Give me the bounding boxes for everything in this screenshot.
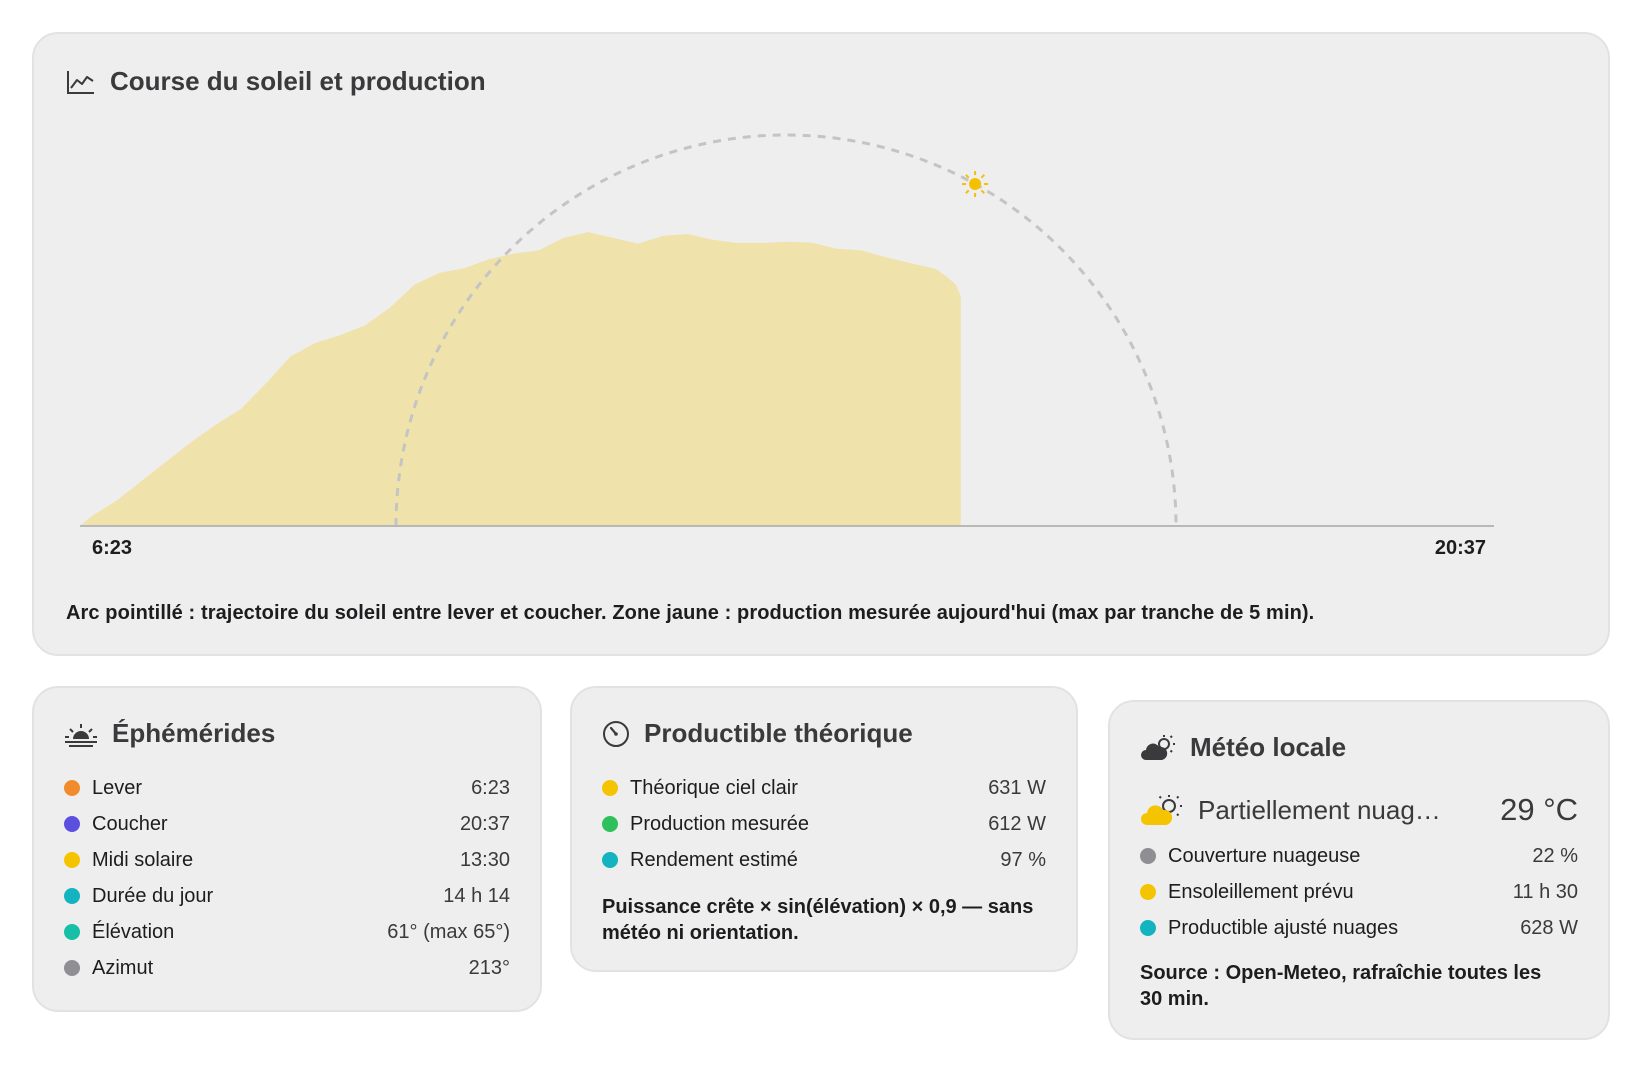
ephemeris-value: 213° [468,956,510,979]
ephemeris-row-duree: Durée du jour 14 h 14 [64,878,510,914]
line-chart-icon [67,70,94,94]
productible-note: Puissance crête × sin(élévation) × 0,9 —… [602,896,1034,944]
meteo-title: Météo locale [1190,732,1347,762]
ephemeris-value: 13:30 [459,848,510,871]
ephemerides-header: Éphémérides [64,718,275,749]
meteo-value: 628 W [1520,916,1578,939]
ephemeris-label: Azimut [92,956,154,979]
sun-core [969,178,982,191]
productible-list: Théorique ciel clair 631 W Production me… [602,770,1046,878]
ephemeris-value: 61° (max 65°) [387,920,510,943]
meteo-row-productible: Productible ajusté nuages 628 W [1140,910,1578,946]
status-dot [64,888,80,904]
ephemeris-row-midi-solaire: Midi solaire 13:30 [64,842,510,878]
meteo-row-couverture: Couverture nuageuse 22 % [1140,838,1578,874]
chart-caption: Arc pointillé : trajectoire du soleil en… [66,602,1315,624]
meteo-label: Ensoleillement prévu [1168,880,1354,903]
ephemeris-row-elevation: Élévation 61° (max 65°) [64,914,510,950]
sun-ray [965,189,970,194]
sunrise-icon [65,723,97,747]
meteo-list: Couverture nuageuse 22 % Ensoleillement … [1140,838,1578,946]
ephemeris-row-azimut: Azimut 213° [64,950,510,986]
meteo-value: 22 % [1532,844,1578,867]
status-dot [602,816,618,832]
partly-cloudy-icon [1141,795,1182,825]
meteo-label: Productible ajusté nuages [1168,916,1399,939]
sunset-tick-label: 20:37 [1435,537,1486,559]
meteo-summary: Partiellement nuag… 29 °C [1140,790,1578,830]
status-dot [602,780,618,796]
productible-value: 612 W [988,812,1046,835]
sun-ray [965,174,970,179]
meteo-header: Météo locale [1140,732,1346,763]
status-dot [1140,920,1156,936]
status-dot [1140,848,1156,864]
sun-marker-icon [962,171,989,198]
ephemeris-row-coucher: Coucher 20:37 [64,806,510,842]
productible-label: Rendement estimé [630,848,798,871]
productible-row-mesuree: Production mesurée 612 W [602,806,1046,842]
productible-title: Productible théorique [644,718,913,748]
productible-label: Théorique ciel clair [630,776,798,799]
ephemeris-value: 20:37 [459,812,510,835]
sun-ray [980,189,985,194]
productible-row-theorique: Théorique ciel clair 631 W [602,770,1046,806]
status-dot [602,852,618,868]
meteo-source-note: Source : Open-Meteo, rafraîchie toutes l… [1140,962,1542,1010]
ephemerides-card: Éphémérides Lever 6:23 Coucher 20:37 Mid… [32,686,542,1012]
gauge-icon [603,720,629,747]
ephemeris-label: Lever [92,776,143,799]
status-dot [64,816,80,832]
ephemeris-value: 6:23 [471,776,510,799]
meteo-label: Couverture nuageuse [1168,844,1361,867]
productible-value: 97 % [1000,848,1046,871]
ephemerides-title: Éphémérides [112,718,276,748]
sun-ray [980,174,985,179]
productible-header: Productible théorique [602,718,913,749]
status-dot [64,780,80,796]
sunrise-tick-label: 6:23 [92,537,132,559]
status-dot [64,924,80,940]
ephemerides-list: Lever 6:23 Coucher 20:37 Midi solaire 13… [64,770,510,986]
ephemeris-label: Durée du jour [92,884,214,907]
sun-production-chart: 6:23 20:37 [79,133,1494,559]
productible-card: Productible théorique Théorique ciel cla… [570,686,1078,972]
status-dot [64,960,80,976]
ephemeris-label: Élévation [92,920,175,943]
sun-course-title: Course du soleil et production [110,66,486,96]
weather-condition: Partiellement nuag… [1198,794,1441,825]
production-area [79,232,961,526]
temperature-value: 29 °C [1500,792,1578,827]
meteo-value: 11 h 30 [1512,880,1578,903]
sun-course-header: Course du soleil et production [66,66,486,97]
meteo-card: Météo locale Partiellement nuag… 29 °C C… [1108,700,1610,1040]
ephemeris-label: Coucher [92,812,168,835]
ephemeris-value: 14 h 14 [443,884,510,907]
status-dot [64,852,80,868]
productible-row-rendement: Rendement estimé 97 % [602,842,1046,878]
ephemeris-label: Midi solaire [92,848,194,871]
ephemeris-row-lever: Lever 6:23 [64,770,510,806]
status-dot [1140,884,1156,900]
productible-label: Production mesurée [630,812,809,835]
productible-value: 631 W [988,776,1046,799]
sun-course-card: Course du soleil et production 6:23 20:3… [32,32,1610,656]
meteo-row-ensoleillement: Ensoleillement prévu 11 h 30 [1140,874,1578,910]
cloud-sun-icon [1141,734,1175,760]
